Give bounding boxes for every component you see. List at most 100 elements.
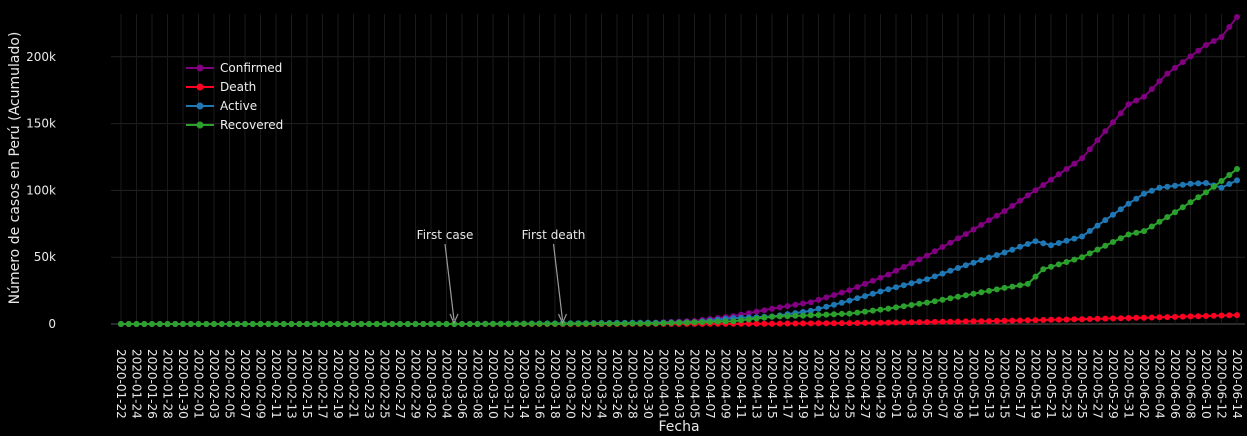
data-point-recovered: [614, 320, 620, 327]
data-point-recovered: [412, 321, 419, 327]
data-point-death: [1156, 314, 1163, 321]
data-point-active: [1032, 238, 1039, 245]
legend[interactable]: Confirmed Death Active Recovered: [186, 61, 283, 132]
legend-item-confirmed[interactable]: Confirmed: [186, 61, 282, 75]
data-point-recovered: [319, 321, 326, 327]
data-point-confirmed: [1218, 34, 1225, 40]
data-point-active: [838, 299, 845, 306]
data-point-recovered: [505, 320, 512, 327]
data-point-confirmed: [1156, 78, 1163, 85]
data-point-recovered: [1226, 172, 1233, 178]
data-point-recovered: [683, 319, 690, 326]
annotation-arrowhead: [449, 313, 459, 325]
data-point-death: [908, 319, 915, 326]
data-point-recovered: [335, 321, 341, 327]
data-point-active: [993, 252, 1000, 259]
data-point-death: [1017, 317, 1023, 324]
data-point-recovered: [738, 317, 744, 324]
data-point-recovered: [296, 321, 303, 327]
data-point-confirmed: [761, 307, 768, 314]
data-point-death: [784, 320, 791, 327]
data-point-recovered: [187, 321, 194, 327]
x-tick-label: 2020-02-19: [331, 349, 345, 419]
data-point-death: [1148, 314, 1155, 321]
data-point-death: [900, 319, 907, 326]
data-point-recovered: [931, 298, 938, 305]
x-tick-label: 2020-04-17: [781, 349, 795, 419]
x-tick-label: 2020-05-09: [951, 349, 965, 419]
data-point-recovered: [1156, 218, 1163, 225]
data-point-recovered: [784, 313, 791, 320]
legend-label: Recovered: [220, 118, 283, 132]
data-point-death: [939, 318, 946, 325]
data-point-recovered: [761, 314, 768, 321]
data-point-confirmed: [1226, 24, 1233, 30]
x-tick-label: 2020-04-29: [874, 349, 888, 419]
data-point-death: [854, 320, 861, 326]
data-point-recovered: [288, 321, 295, 327]
data-point-death: [823, 320, 830, 327]
y-axis-ticks: 0 50k 100k 150k 200k: [26, 50, 56, 331]
x-tick-label: 2020-03-04: [440, 349, 454, 419]
data-point-active: [931, 273, 938, 280]
data-point-death: [1234, 312, 1240, 319]
data-point-recovered: [435, 321, 442, 327]
data-point-death: [745, 320, 752, 327]
data-point-active: [831, 301, 837, 308]
data-point-recovered: [273, 321, 279, 327]
data-point-confirmed: [1210, 38, 1217, 44]
data-point-active: [1179, 181, 1186, 188]
data-point-death: [838, 320, 845, 327]
data-point-confirmed: [908, 260, 915, 267]
x-axis-ticks: 2020-01-22 2020-01-24 2020-01-26 2020-01-28…: [114, 349, 1244, 419]
x-tick-label: 2020-05-11: [967, 349, 981, 419]
annotation-arrow: [552, 243, 564, 321]
x-tick-label: 2020-01-28: [161, 349, 175, 419]
legend-label: Active: [220, 99, 257, 113]
x-tick-label: 2020-05-27: [1091, 349, 1105, 419]
x-axis-title: Fecha: [658, 419, 699, 435]
data-point-active: [962, 262, 969, 269]
x-tick-label: 2020-05-15: [998, 349, 1012, 419]
legend-item-recovered[interactable]: Recovered: [186, 118, 283, 132]
data-point-death: [924, 319, 930, 326]
data-point-recovered: [156, 321, 163, 327]
x-tick-label: 2020-05-13: [982, 349, 996, 419]
x-tick-label: 2020-01-24: [130, 349, 144, 419]
data-point-active: [978, 257, 985, 264]
data-point-recovered: [800, 312, 806, 319]
gridlines: [111, 14, 1245, 325]
data-point-confirmed: [1179, 59, 1186, 66]
x-tick-label: 2020-03-24: [595, 349, 609, 419]
x-tick-label: 2020-02-23: [362, 349, 376, 419]
x-tick-label: 2020-05-23: [1060, 349, 1074, 419]
data-point-active: [1001, 249, 1008, 256]
data-point-confirmed: [993, 212, 1000, 219]
data-point-confirmed: [831, 292, 837, 298]
legend-item-death[interactable]: Death: [186, 80, 256, 94]
x-tick-label: 2020-04-21: [812, 349, 826, 419]
data-point-recovered: [893, 304, 899, 311]
data-point-confirmed: [877, 274, 884, 281]
data-point-confirmed: [1172, 64, 1178, 71]
data-point-death: [792, 320, 799, 327]
data-point-active: [869, 290, 876, 297]
data-point-recovered: [900, 303, 907, 310]
data-point-confirmed: [1024, 192, 1031, 199]
x-tick-label: 2020-04-09: [719, 349, 733, 419]
data-point-confirmed: [1187, 53, 1194, 60]
data-point-active: [1071, 235, 1078, 242]
data-point-active: [1117, 206, 1124, 213]
x-tick-label: 2020-03-02: [424, 349, 438, 419]
data-point-confirmed: [1017, 197, 1023, 204]
data-point-recovered: [311, 321, 318, 327]
series-group: [118, 14, 1240, 327]
data-point-recovered: [769, 313, 775, 320]
data-point-recovered: [544, 320, 551, 327]
x-tick-label: 2020-05-25: [1075, 349, 1089, 419]
data-point-recovered: [823, 311, 830, 318]
legend-item-active[interactable]: Active: [186, 99, 257, 113]
data-point-confirmed: [916, 256, 923, 263]
data-point-recovered: [1055, 261, 1062, 268]
